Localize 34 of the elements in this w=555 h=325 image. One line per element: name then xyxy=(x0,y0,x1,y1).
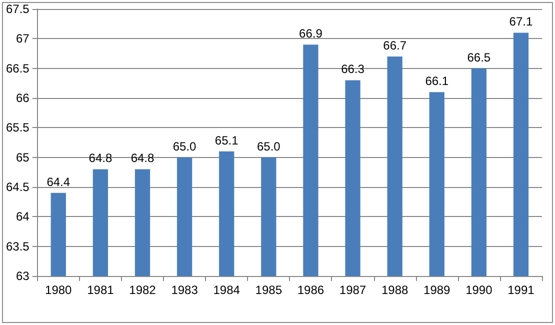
y-tick-label: 66.5 xyxy=(6,61,30,76)
x-tick-label: 1990 xyxy=(466,283,493,297)
x-tick-label: 1984 xyxy=(213,283,240,297)
data-label: 66.3 xyxy=(341,62,365,76)
x-tick-label: 1989 xyxy=(424,283,451,297)
y-tick-label: 64 xyxy=(16,210,30,224)
x-tick-label: 1985 xyxy=(255,283,282,297)
y-tick-label: 64.5 xyxy=(6,180,30,194)
data-label: 67.1 xyxy=(509,14,533,29)
y-tick-label: 67.5 xyxy=(6,2,30,16)
data-label: 66.5 xyxy=(467,50,491,64)
y-tick-label: 66 xyxy=(16,91,30,105)
x-tick-label: 1991 xyxy=(508,283,535,297)
x-tick-label: 1982 xyxy=(129,283,156,297)
x-tick-label: 1981 xyxy=(87,283,114,297)
y-tick-label: 65 xyxy=(16,150,30,164)
x-tick-label: 1986 xyxy=(297,283,324,297)
x-tick-label: 1987 xyxy=(339,283,366,297)
data-label: 64.8 xyxy=(88,151,112,166)
data-label: 65.0 xyxy=(172,139,197,154)
data-label: 66.9 xyxy=(299,26,323,41)
data-label: 65.1 xyxy=(214,133,239,148)
x-tick-label: 1980 xyxy=(45,283,72,297)
x-tick-label: 1988 xyxy=(381,283,408,297)
x-tick-label: 1983 xyxy=(171,283,198,297)
y-tick-label: 67 xyxy=(16,32,30,46)
y-tick-label: 65.5 xyxy=(6,120,30,135)
data-label: 64.4 xyxy=(46,174,70,189)
data-label: 66.7 xyxy=(383,38,407,52)
y-tick-label: 63.5 xyxy=(6,239,30,254)
data-label: 64.8 xyxy=(130,151,154,166)
data-label: 66.1 xyxy=(425,74,449,88)
y-tick-label: 63 xyxy=(16,269,30,283)
data-label: 65.0 xyxy=(256,139,281,154)
